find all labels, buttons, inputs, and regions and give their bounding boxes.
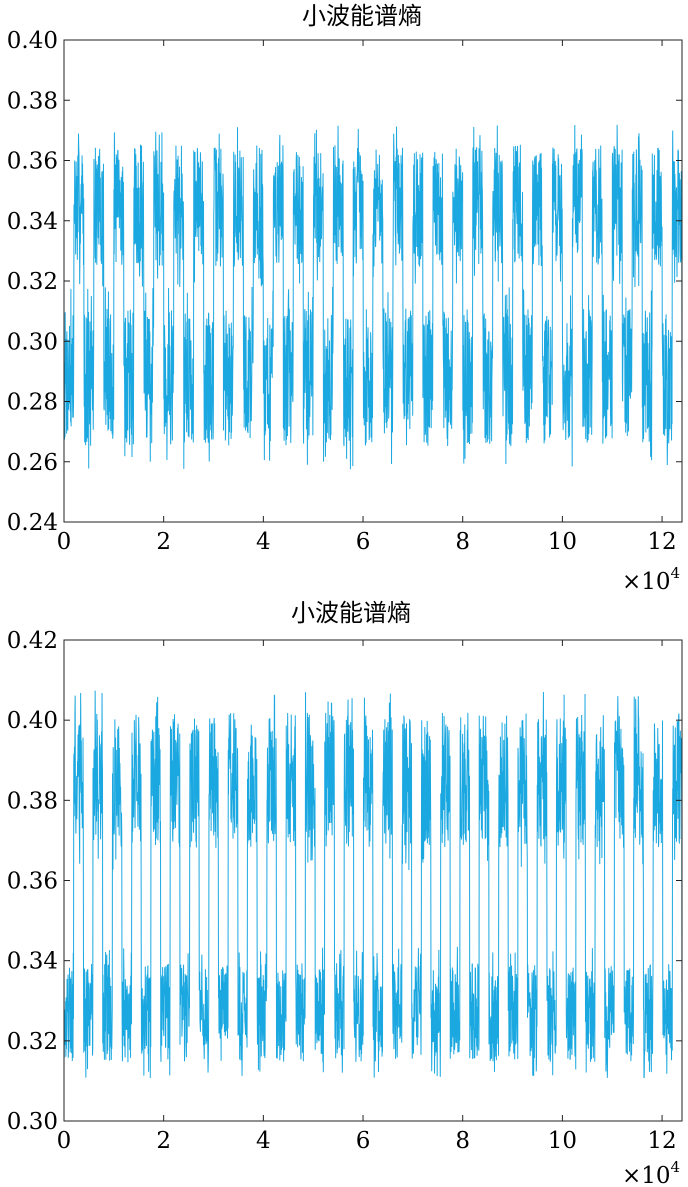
- chart-1-series: [63, 124, 683, 470]
- x-tick-label: 2: [156, 529, 171, 555]
- chart-1-title: 小波能谱熵: [302, 2, 422, 30]
- chart-2-title: 小波能谱熵: [291, 599, 411, 627]
- y-tick-label: 0.36: [7, 869, 58, 895]
- y-tick-label: 0.32: [7, 269, 58, 295]
- x-tick-label: 4: [256, 529, 271, 555]
- series-line: [63, 124, 683, 470]
- chart-1-x-axis: 0 2 4 6 8 10 12: [57, 40, 677, 555]
- y-tick-label: 0.40: [7, 28, 58, 54]
- y-tick-label: 0.34: [7, 949, 58, 975]
- chart-2: 小波能谱熵 0.30 0.32 0.34 0.36 0.38 0.40 0.42 0 2 4 6 8…: [7, 599, 683, 1187]
- y-tick-label: 0.38: [7, 788, 58, 814]
- y-tick-label: 0.26: [7, 450, 58, 476]
- y-tick-label: 0.30: [7, 1109, 58, 1135]
- chart-2-series: [63, 690, 683, 1079]
- y-tick-label: 0.34: [7, 209, 58, 235]
- y-tick-label: 0.42: [7, 628, 58, 654]
- x-tick-label: 8: [455, 1128, 470, 1154]
- y-tick-label: 0.30: [7, 329, 58, 355]
- x-tick-label: 0: [57, 1128, 72, 1154]
- y-tick-label: 0.40: [7, 708, 58, 734]
- series-line: [63, 690, 683, 1079]
- y-tick-label: 0.24: [7, 510, 58, 536]
- x-tick-label: 6: [356, 1128, 371, 1154]
- x-tick-label: 10: [548, 1128, 577, 1154]
- y-tick-label: 0.28: [7, 390, 58, 416]
- x-tick-label: 2: [156, 1128, 171, 1154]
- chart-1-y-axis: 0.24 0.26 0.28 0.30 0.32 0.34 0.36 0.38 0.40: [7, 28, 682, 536]
- x-tick-label: 6: [356, 529, 371, 555]
- y-tick-label: 0.32: [7, 1029, 58, 1055]
- x-tick-label: 12: [647, 1128, 676, 1154]
- chart-2-x-axis: 0 2 4 6 8 10 12: [57, 640, 677, 1154]
- chart-1-x-multiplier: ×104: [622, 564, 680, 595]
- chart-2-y-axis: 0.30 0.32 0.34 0.36 0.38 0.40 0.42: [7, 628, 682, 1135]
- chart-1: 小波能谱熵 0.240.260.280.300.320.340.360.380.…: [7, 2, 683, 595]
- x-tick-label: 10: [548, 529, 577, 555]
- y-tick-label: 0.38: [7, 88, 58, 114]
- x-tick-label: 0: [57, 529, 72, 555]
- y-tick-label: 0.36: [7, 149, 58, 175]
- chart-2-x-multiplier: ×104: [622, 1158, 680, 1187]
- x-tick-label: 4: [256, 1128, 271, 1154]
- x-tick-label: 8: [455, 529, 470, 555]
- x-tick-label: 12: [647, 529, 676, 555]
